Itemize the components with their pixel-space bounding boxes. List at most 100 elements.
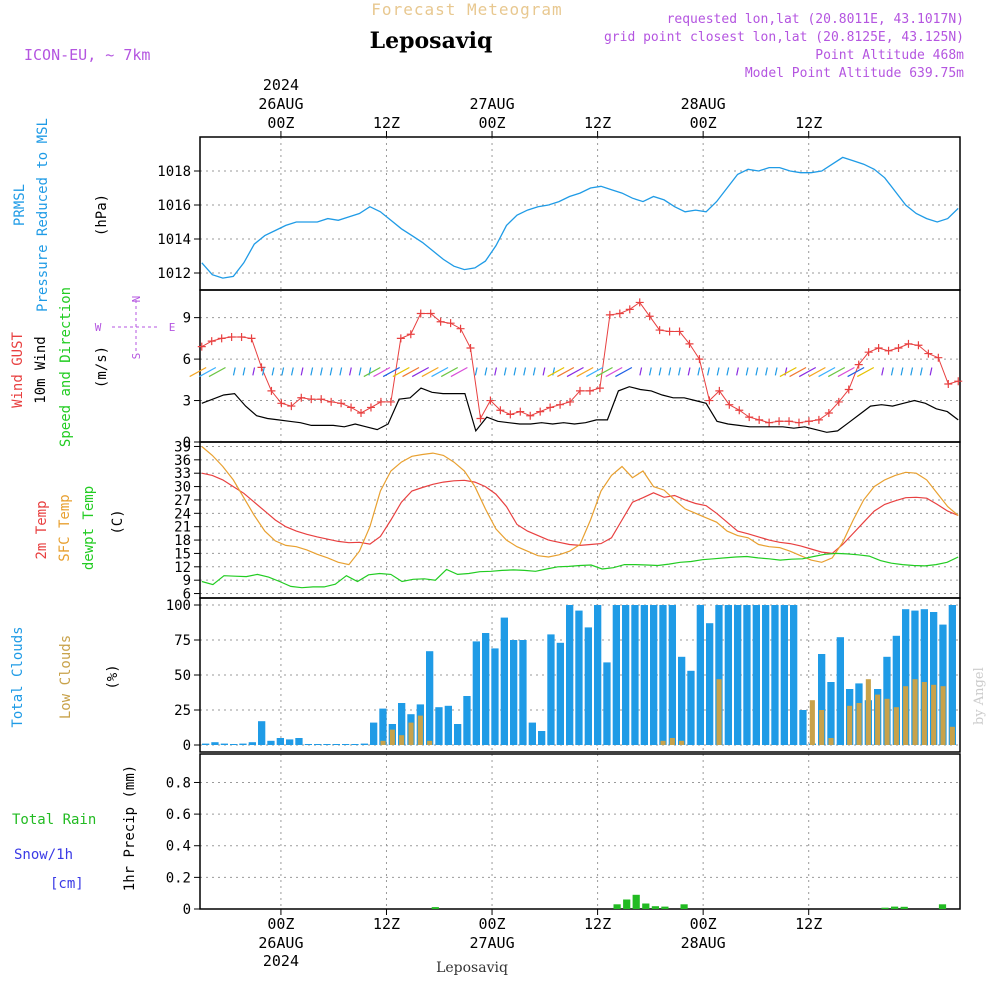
total-clouds-bar xyxy=(314,744,322,745)
wind-arrow xyxy=(919,367,923,376)
gust-point xyxy=(685,339,694,348)
total-clouds-bar xyxy=(230,744,238,745)
panel-frame xyxy=(199,597,961,753)
rain-bar xyxy=(891,906,899,909)
wind-arrow xyxy=(707,367,710,376)
total-clouds-bar xyxy=(594,605,602,745)
pressure-label-prmsl: PRMSL xyxy=(12,184,28,226)
y-tick-label: 39 xyxy=(174,439,191,455)
panel-pressure: 1012 1014 1016 1018 xyxy=(157,136,961,291)
wind-arrow xyxy=(697,367,701,376)
gust-point xyxy=(386,397,395,406)
wind-arrow xyxy=(402,367,420,378)
wind-arrow xyxy=(431,367,449,378)
gust-point xyxy=(456,324,465,333)
footer-location: Leposaviq xyxy=(436,960,508,976)
total-clouds-bar xyxy=(463,696,471,745)
wind-arrow xyxy=(900,367,904,376)
gust-point xyxy=(715,386,724,395)
low-clouds-bar xyxy=(903,686,909,745)
total-clouds-bar xyxy=(286,739,294,745)
gust-point xyxy=(605,310,614,319)
pressure-series-line xyxy=(201,156,959,279)
y-tick-label: 1012 xyxy=(157,266,191,282)
total-clouds-bar xyxy=(631,605,639,745)
total-clouds-bar xyxy=(239,743,247,745)
total-clouds-bar xyxy=(743,605,751,745)
wind-arrow xyxy=(440,367,459,378)
gust-point xyxy=(566,397,575,406)
total-clouds-bar xyxy=(426,651,434,745)
clouds-labels: Total Clouds Low Clouds (%) xyxy=(10,626,121,727)
gust-point xyxy=(396,334,405,343)
temperature-labels: 2m Temp SFC Temp dewpt Temp (C) xyxy=(34,486,126,570)
wind-arrow xyxy=(857,367,875,378)
low-clouds-bar xyxy=(380,740,386,745)
rain-bar xyxy=(623,899,631,909)
credit-watermark: by Angel xyxy=(972,667,987,725)
wind-arrow xyxy=(808,367,826,378)
wind-arrow xyxy=(363,367,381,378)
info-line-2: Point Altitude 468m xyxy=(815,48,964,63)
gust-point xyxy=(506,410,515,419)
wind-arrow xyxy=(755,367,759,376)
wind-arrow xyxy=(329,367,333,376)
total-clouds-bar xyxy=(827,682,835,745)
wind-arrow xyxy=(716,367,720,376)
y-tick-label: 0.8 xyxy=(166,775,191,791)
wind-arrow xyxy=(929,367,933,376)
total-clouds-bar xyxy=(948,605,956,745)
wind-arrow xyxy=(392,367,410,378)
temp-label-sfc: SFC Temp xyxy=(57,494,73,561)
low-clouds-bar xyxy=(921,682,927,745)
low-clouds-bar xyxy=(875,694,881,745)
gust-point xyxy=(247,334,256,343)
total-clouds-bar xyxy=(930,612,938,745)
wind-arrow xyxy=(595,367,613,378)
total-clouds-bar xyxy=(650,605,658,745)
total-clouds-bar xyxy=(706,623,714,745)
total-clouds-bar xyxy=(370,722,378,745)
wind-arrow xyxy=(910,367,914,376)
wind-arrow xyxy=(605,367,623,378)
temp-label-unit: (C) xyxy=(110,509,126,534)
supertitle: Forecast Meteogram xyxy=(371,0,562,19)
y-tick-label: 1014 xyxy=(157,232,191,248)
total-clouds-bar xyxy=(435,707,443,745)
y-tick-label: 0.4 xyxy=(166,839,191,855)
wind-arrow xyxy=(290,367,294,376)
rain-bar xyxy=(651,906,659,909)
total-clouds-bar xyxy=(575,610,583,745)
low-clouds-bar xyxy=(940,686,946,745)
total-clouds-bar xyxy=(734,605,742,745)
gust-point xyxy=(217,334,226,343)
gust-point xyxy=(884,346,893,355)
total-clouds-bar xyxy=(818,654,826,745)
y-tick-label: 25 xyxy=(174,703,191,719)
wind-arrow xyxy=(566,367,584,378)
panel-frame xyxy=(199,441,961,599)
gust-point xyxy=(934,353,943,362)
y-tick-label: 1016 xyxy=(157,198,191,214)
gust-point xyxy=(476,414,485,423)
gust-point xyxy=(426,309,435,318)
x-date-label: 26AUG xyxy=(258,934,303,952)
x-date-label: 27AUG xyxy=(469,95,514,113)
wind-arrow xyxy=(339,367,343,376)
gust-point xyxy=(655,326,664,335)
low-clouds-bar xyxy=(399,735,405,745)
x-tick-label: 00Z xyxy=(267,114,294,132)
rain-bar xyxy=(900,906,908,909)
rain-bar xyxy=(431,907,439,909)
total-clouds-bar xyxy=(687,670,695,745)
gust-point xyxy=(695,355,704,364)
gust-point xyxy=(914,341,923,350)
low-clouds-bar xyxy=(912,679,918,745)
total-clouds-bar xyxy=(295,738,303,745)
gust-point xyxy=(725,400,734,409)
gust-point xyxy=(775,417,784,426)
temp-label-2m: 2m Temp xyxy=(34,500,50,559)
clouds-label-total: Total Clouds xyxy=(10,626,26,727)
